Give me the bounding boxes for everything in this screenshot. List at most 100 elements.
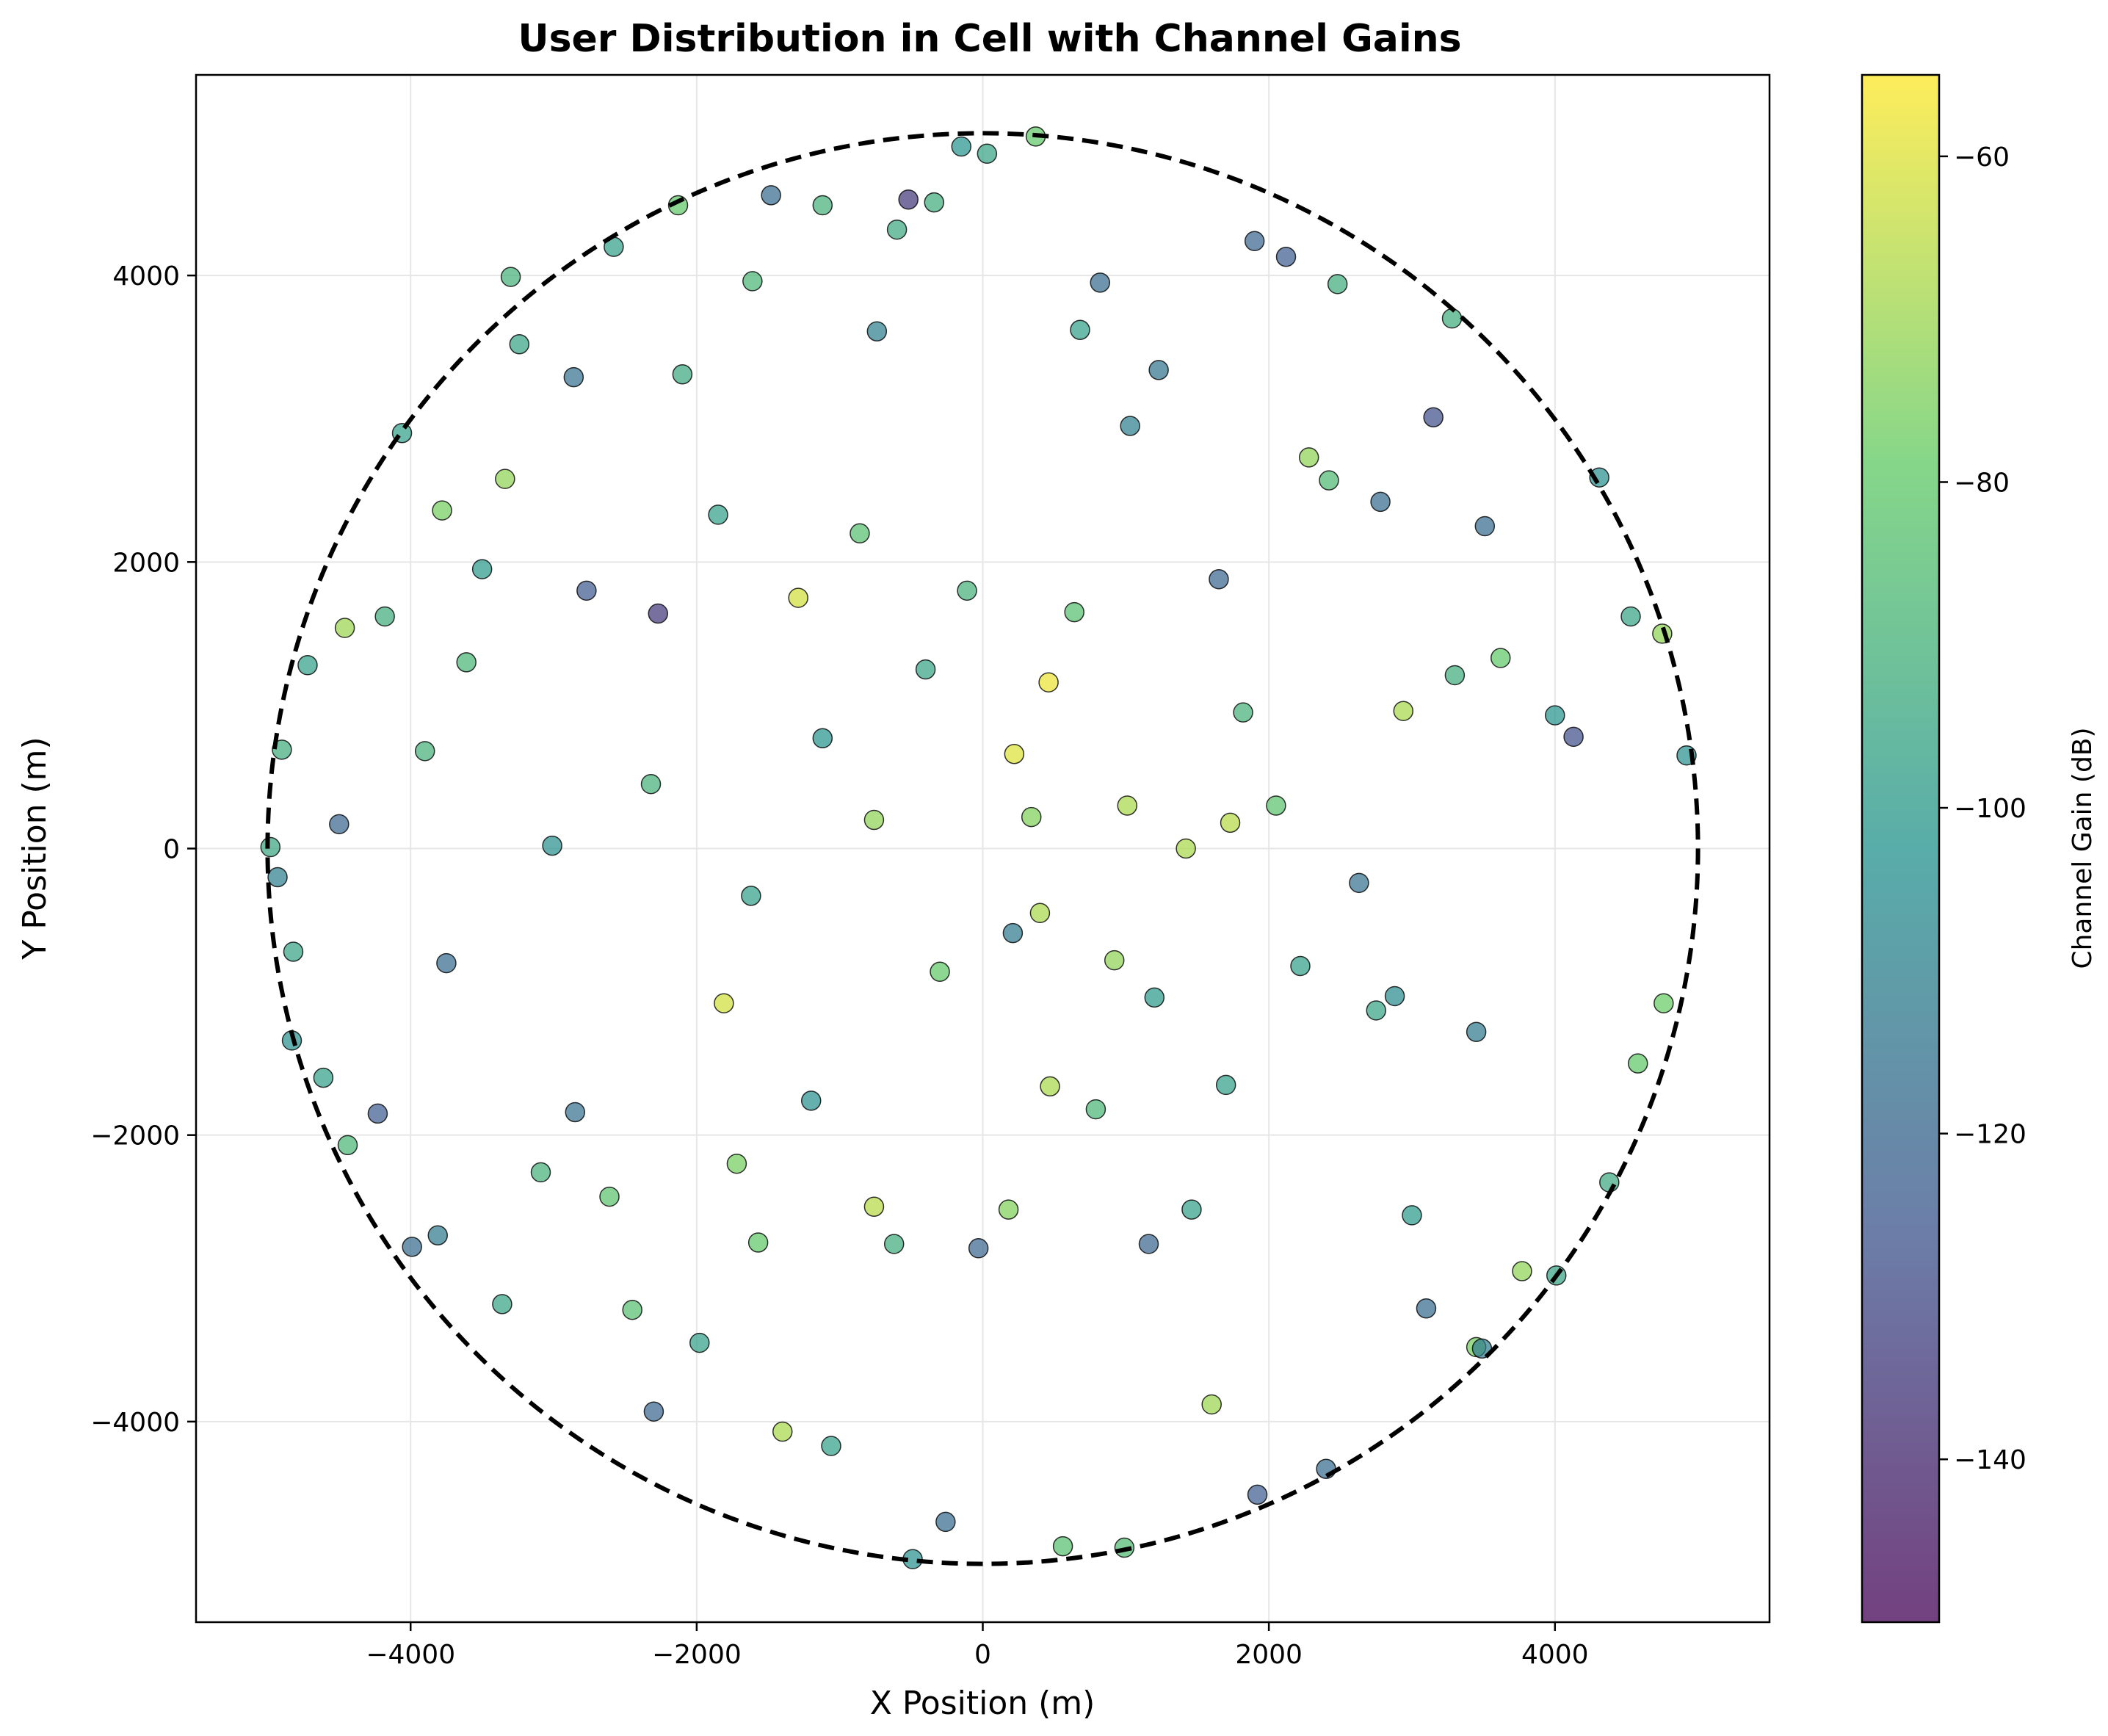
y-axis-ticks: −4000 −2000 0 2000 4000 bbox=[90, 261, 196, 1438]
user-point bbox=[708, 504, 728, 525]
user-point bbox=[1090, 272, 1111, 293]
user-point bbox=[1220, 812, 1241, 833]
x-axis-label: X Position (m) bbox=[870, 1685, 1095, 1722]
user-point bbox=[863, 809, 885, 831]
colorbar-tick-label: −80 bbox=[1954, 468, 2010, 498]
user-point bbox=[1064, 601, 1084, 623]
user-point bbox=[935, 1511, 956, 1533]
user-point bbox=[726, 1153, 747, 1174]
user-point bbox=[1319, 470, 1339, 491]
user-point bbox=[812, 195, 833, 216]
colorbar-tick-label: −60 bbox=[1954, 142, 2010, 173]
user-point bbox=[500, 267, 521, 287]
user-point bbox=[297, 655, 318, 676]
user-point bbox=[1327, 274, 1348, 294]
user-point bbox=[915, 659, 936, 680]
user-point bbox=[1589, 467, 1609, 488]
user-point bbox=[1545, 705, 1565, 726]
user-point bbox=[1290, 955, 1311, 977]
user-point bbox=[1233, 702, 1253, 723]
user-point bbox=[689, 1332, 710, 1353]
user-point bbox=[1628, 1053, 1648, 1074]
user-point bbox=[747, 1232, 769, 1253]
plot-area: −4000 −2000 0 2000 4000 −4000 −2000 0 2000 4000 bbox=[90, 73, 1771, 1670]
user-point bbox=[977, 143, 998, 164]
user-point bbox=[432, 500, 452, 521]
user-point bbox=[1040, 1076, 1060, 1097]
user-point bbox=[1201, 1394, 1222, 1415]
user-point bbox=[998, 1199, 1019, 1220]
user-point bbox=[1444, 665, 1466, 686]
user-point bbox=[788, 587, 808, 608]
user-point bbox=[741, 886, 761, 906]
chart-title: User Distribution in Cell with Channel G… bbox=[518, 17, 1461, 61]
user-point bbox=[1002, 922, 1024, 944]
user-point bbox=[337, 1135, 358, 1156]
user-point bbox=[1441, 308, 1463, 329]
user-point bbox=[886, 219, 908, 240]
user-point bbox=[863, 1196, 885, 1217]
user-point bbox=[1423, 407, 1444, 428]
user-point bbox=[761, 185, 781, 206]
colorbar-ticks: −60 −80 −100 −120 −140 bbox=[1939, 142, 2026, 1475]
cell-boundary bbox=[265, 131, 1700, 1566]
user-point bbox=[1021, 806, 1042, 828]
user-point bbox=[1209, 568, 1229, 590]
colorbar-tick-label: −140 bbox=[1954, 1445, 2026, 1475]
user-point bbox=[374, 606, 395, 627]
user-point bbox=[821, 1436, 841, 1456]
user-point bbox=[1244, 231, 1265, 252]
y-axis-label: Y Position (m) bbox=[16, 737, 54, 960]
x-tick-label: −2000 bbox=[652, 1640, 742, 1670]
user-point bbox=[1402, 1205, 1422, 1226]
user-point bbox=[1466, 1021, 1487, 1042]
user-point bbox=[329, 814, 349, 835]
colorbar-tick-label: −100 bbox=[1954, 794, 2026, 824]
user-point bbox=[1474, 516, 1496, 537]
user-point bbox=[427, 1225, 448, 1245]
user-point bbox=[1563, 726, 1584, 748]
user-point bbox=[622, 1299, 642, 1320]
user-point bbox=[1176, 838, 1196, 859]
user-point bbox=[800, 1091, 822, 1111]
user-point bbox=[456, 652, 477, 673]
cell-boundary-layer bbox=[265, 131, 1700, 1566]
user-point bbox=[1393, 701, 1414, 721]
user-point bbox=[283, 941, 304, 962]
user-point bbox=[402, 1237, 422, 1257]
user-point bbox=[812, 728, 833, 749]
x-tick-label: 2000 bbox=[1235, 1640, 1303, 1670]
user-point bbox=[1490, 648, 1511, 668]
user-point bbox=[1266, 795, 1286, 816]
user-point bbox=[509, 334, 530, 355]
user-point bbox=[742, 271, 763, 292]
user-point bbox=[1349, 872, 1369, 894]
user-point bbox=[640, 773, 662, 795]
user-point bbox=[643, 1401, 664, 1422]
user-point bbox=[367, 1103, 388, 1124]
user-point bbox=[772, 1421, 793, 1442]
user-point bbox=[1215, 1074, 1236, 1096]
user-point bbox=[930, 961, 950, 983]
user-point bbox=[1384, 985, 1405, 1007]
user-point bbox=[1181, 1199, 1202, 1220]
colorbar-frame bbox=[1861, 73, 1941, 1624]
user-point bbox=[866, 321, 888, 341]
y-tick-label: 0 bbox=[163, 835, 180, 865]
user-point bbox=[563, 366, 584, 388]
user-point bbox=[1370, 491, 1391, 513]
user-point bbox=[1052, 1536, 1073, 1557]
x-tick-label: 0 bbox=[974, 1640, 991, 1670]
user-point bbox=[576, 580, 597, 601]
user-point bbox=[565, 1102, 586, 1123]
user-point bbox=[1038, 672, 1059, 692]
colorbar: −60 −80 −100 −120 −140 Channel Gain (dB) bbox=[1861, 73, 2098, 1624]
y-tick-label: −2000 bbox=[90, 1121, 180, 1151]
user-point bbox=[957, 580, 977, 601]
y-tick-label: 2000 bbox=[112, 548, 180, 578]
x-tick-label: 4000 bbox=[1521, 1640, 1589, 1670]
user-point bbox=[1298, 447, 1319, 468]
user-point bbox=[1120, 416, 1140, 436]
user-point bbox=[951, 136, 972, 157]
user-point bbox=[334, 618, 355, 638]
